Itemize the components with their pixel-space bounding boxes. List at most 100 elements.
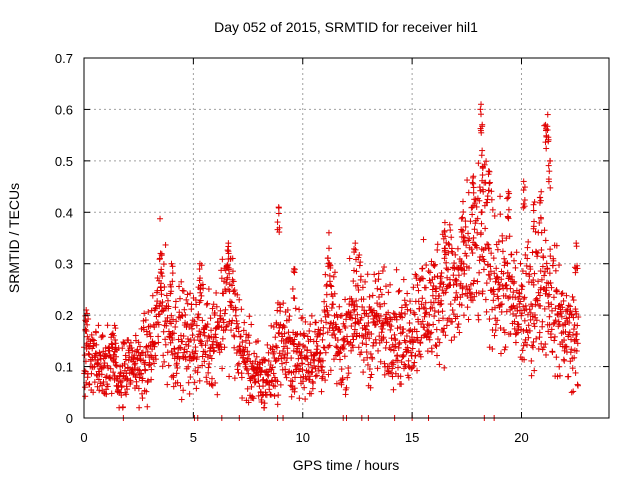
data-point (529, 303, 536, 310)
data-point (162, 336, 169, 343)
data-point (486, 272, 493, 279)
data-point (575, 382, 582, 389)
data-point (522, 251, 529, 258)
data-point (477, 127, 484, 134)
data-point (453, 289, 460, 296)
data-point (293, 331, 300, 338)
data-point (531, 270, 538, 277)
data-point (271, 348, 278, 355)
data-point (538, 188, 545, 195)
data-point (387, 281, 394, 288)
data-point (274, 378, 281, 385)
data-point (565, 373, 572, 380)
data-point (135, 385, 142, 392)
data-point (161, 358, 168, 365)
data-point (224, 322, 231, 329)
data-point (304, 333, 311, 340)
data-point (380, 319, 387, 326)
data-point (388, 369, 395, 376)
data-point (552, 317, 559, 324)
data-point (530, 281, 537, 288)
data-point (375, 347, 382, 354)
data-point (470, 189, 477, 196)
data-point (540, 344, 547, 351)
data-point (383, 339, 390, 346)
data-point (527, 266, 534, 273)
data-point (539, 318, 546, 325)
data-point (493, 273, 500, 280)
data-point (244, 348, 251, 355)
data-point (367, 374, 374, 381)
y-tick-label: 0.1 (55, 360, 73, 375)
data-point (111, 322, 118, 329)
data-point (540, 254, 547, 261)
data-point (506, 233, 513, 240)
data-point (513, 312, 520, 319)
data-point (494, 317, 501, 324)
data-point (486, 179, 493, 186)
data-point (543, 145, 550, 152)
data-point (90, 389, 97, 396)
data-point (181, 306, 188, 313)
data-point (184, 300, 191, 307)
data-point (355, 344, 362, 351)
data-point (497, 301, 504, 308)
data-point (520, 204, 527, 211)
data-point (313, 338, 320, 345)
data-point (432, 342, 439, 349)
data-point (177, 382, 184, 389)
data-point (452, 251, 459, 258)
data-point (251, 350, 258, 357)
data-point (237, 333, 244, 340)
data-point (437, 280, 444, 287)
data-point (445, 266, 452, 273)
data-point (462, 250, 469, 257)
data-point (291, 336, 298, 343)
data-point (112, 340, 119, 347)
data-point (199, 362, 206, 369)
data-point (546, 168, 553, 175)
data-point (379, 267, 386, 274)
data-point (239, 394, 246, 401)
data-point (574, 322, 581, 329)
data-point (161, 283, 168, 290)
data-point (266, 386, 273, 393)
data-point (546, 157, 553, 164)
data-point (253, 353, 260, 360)
data-point (484, 193, 491, 200)
data-point (217, 307, 224, 314)
data-point (520, 187, 527, 194)
data-point (375, 276, 382, 283)
data-point (483, 280, 490, 287)
data-point (226, 373, 233, 380)
data-point (465, 316, 472, 323)
data-point (325, 371, 332, 378)
data-point (283, 359, 290, 366)
data-point (197, 289, 204, 296)
data-point (543, 351, 549, 358)
data-point (525, 334, 532, 341)
data-point (393, 316, 400, 323)
data-point (533, 249, 540, 256)
data-point (241, 348, 248, 355)
data-point (296, 341, 303, 348)
data-point (174, 364, 181, 371)
data-point (356, 251, 363, 258)
data-point (229, 317, 236, 324)
data-point (442, 289, 449, 296)
data-point (550, 294, 557, 301)
data-point (546, 291, 553, 298)
data-point (309, 368, 316, 375)
data-point (178, 278, 185, 285)
data-point (326, 342, 333, 349)
data-point (155, 321, 162, 328)
data-point (569, 365, 576, 372)
data-point (549, 307, 556, 314)
data-point (328, 283, 335, 290)
data-point (454, 245, 461, 252)
data-point (433, 326, 440, 333)
data-point (190, 355, 197, 362)
data-point (574, 340, 581, 347)
data-point (453, 277, 460, 284)
data-point (460, 209, 467, 216)
